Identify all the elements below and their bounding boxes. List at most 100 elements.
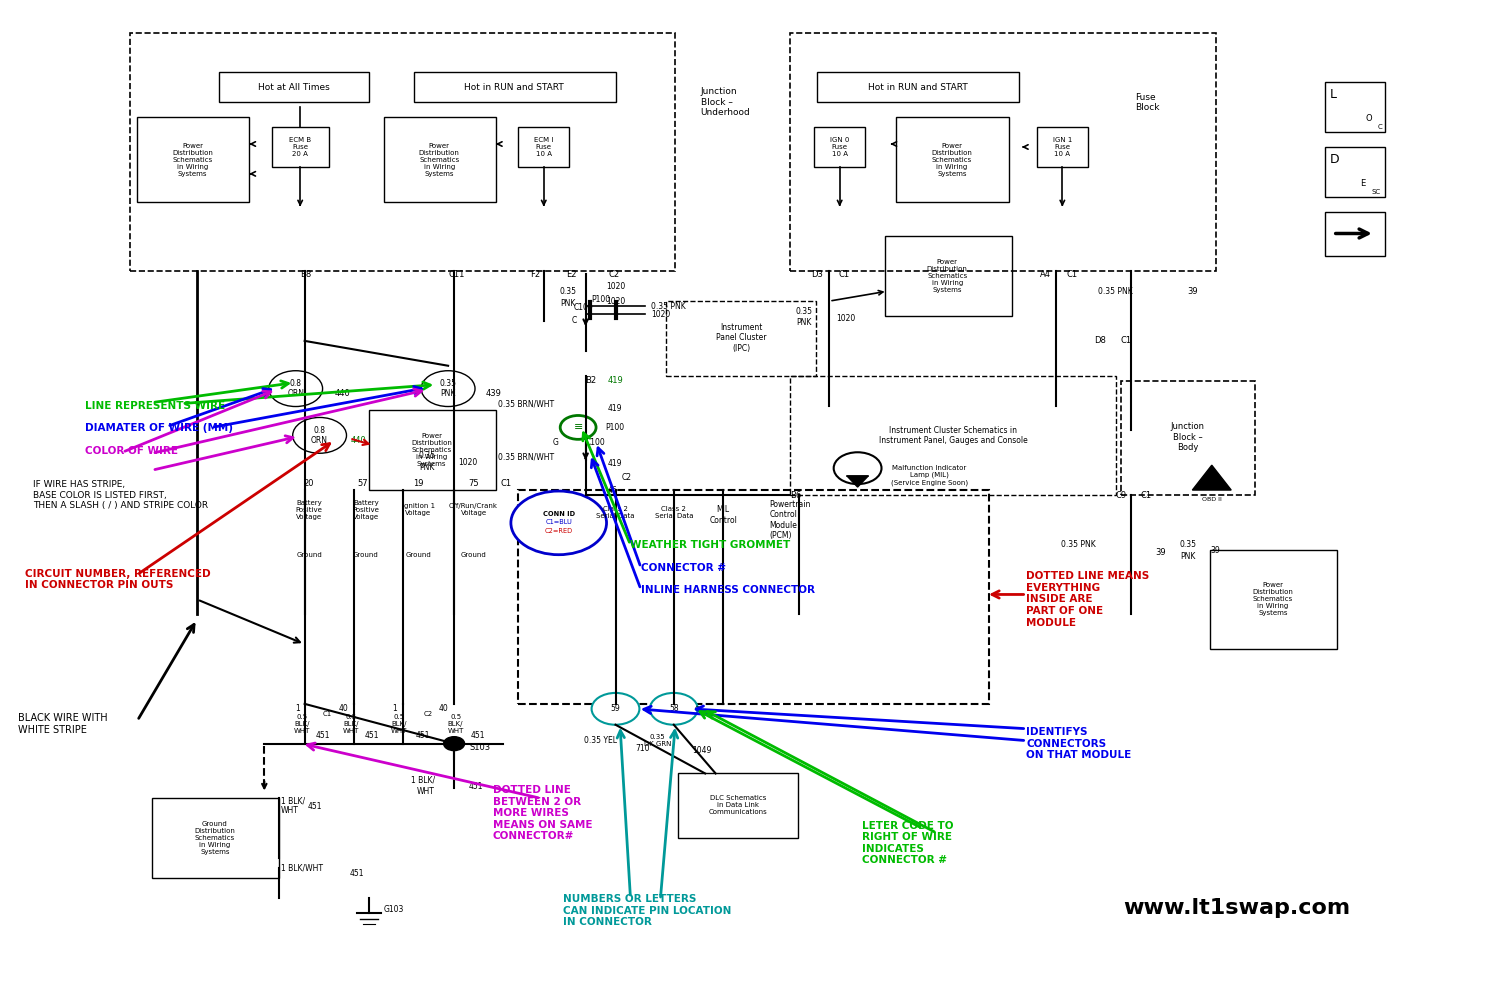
Polygon shape [847, 476, 868, 487]
Text: B6: B6 [790, 491, 801, 500]
Text: Hot at All Times: Hot at All Times [258, 83, 330, 92]
Text: 0.35 BRN/WHT: 0.35 BRN/WHT [498, 453, 554, 462]
Text: C1: C1 [322, 711, 332, 717]
Text: PNK: PNK [420, 463, 435, 472]
Text: 0.5
BLK/
WHT: 0.5 BLK/ WHT [294, 714, 310, 734]
Bar [519, 490, 988, 704]
Text: C1: C1 [501, 479, 512, 488]
Text: L: L [1330, 88, 1336, 101]
Text: C: C [1377, 124, 1383, 130]
Text: 0.35 BRN/WHT: 0.35 BRN/WHT [498, 399, 554, 408]
Text: Powertrain
Control
Module
(PCM): Powertrain Control Module (PCM) [770, 500, 812, 540]
Text: 451: 451 [308, 802, 322, 811]
Text: 451: 451 [470, 782, 483, 791]
Text: Power
Distribution
Schematics
in Wiring
Systems: Power Distribution Schematics in Wiring … [1252, 582, 1293, 616]
Text: 0.35: 0.35 [419, 451, 435, 460]
Bar [1120, 381, 1256, 495]
Circle shape [268, 371, 322, 407]
Text: 59: 59 [610, 704, 621, 713]
Text: 75: 75 [468, 479, 478, 488]
Text: Power
Distribution
Schematics
in Wiring
Systems: Power Distribution Schematics in Wiring … [927, 259, 968, 293]
Text: BLACK WIRE WITH
WHITE STRIPE: BLACK WIRE WITH WHITE STRIPE [18, 713, 108, 735]
Text: CIRCUIT NUMBER, REFERENCED
IN CONNECTOR PIN OUTS: CIRCUIT NUMBER, REFERENCED IN CONNECTOR … [26, 569, 211, 590]
Text: 0.5
BLK/
WHT: 0.5 BLK/ WHT [447, 714, 464, 734]
Text: Junction
Block –
Underhood: Junction Block – Underhood [700, 87, 750, 117]
Text: COLOR OF WIRE: COLOR OF WIRE [86, 446, 178, 456]
Text: P100: P100 [591, 295, 610, 304]
Circle shape [834, 452, 882, 484]
Text: 40: 40 [339, 704, 348, 713]
Bar [1210, 550, 1338, 649]
Text: WEATHER TIGHT GROMMET: WEATHER TIGHT GROMMET [630, 540, 790, 550]
Text: Ground: Ground [352, 552, 380, 558]
Text: 57: 57 [357, 479, 369, 488]
Text: 451: 451 [416, 731, 430, 740]
Text: D3: D3 [812, 270, 824, 279]
Text: Hot in RUN and START: Hot in RUN and START [464, 83, 564, 92]
Text: Junction
Block –
Body: Junction Block – Body [1172, 422, 1204, 452]
Text: C100: C100 [585, 438, 606, 447]
Text: P100: P100 [604, 423, 624, 432]
Text: 1020: 1020 [459, 458, 478, 467]
Text: 1 BLK/WHT: 1 BLK/WHT [280, 863, 322, 872]
Text: 1: 1 [392, 704, 396, 713]
Text: C1: C1 [839, 270, 849, 279]
Text: 1 BLK/: 1 BLK/ [411, 776, 435, 785]
Text: 20: 20 [304, 479, 315, 488]
Bar [790, 33, 1216, 271]
Bar [885, 236, 1011, 316]
Text: G: G [554, 438, 558, 447]
Text: S103: S103 [470, 743, 490, 752]
Text: IGN 1
Fuse
10 A: IGN 1 Fuse 10 A [1053, 137, 1072, 157]
Text: 1 BLK/: 1 BLK/ [280, 797, 304, 806]
Text: C2: C2 [608, 270, 619, 279]
Text: 0.5
BLK/
WHT: 0.5 BLK/ WHT [344, 714, 358, 734]
Text: E: E [1359, 179, 1365, 188]
Text: C2=RED: C2=RED [544, 528, 573, 534]
Text: Ground
Distribution
Schematics
in Wiring
Systems: Ground Distribution Schematics in Wiring… [195, 821, 236, 855]
Text: B8: B8 [300, 270, 312, 279]
Circle shape [444, 737, 465, 751]
Circle shape [422, 371, 476, 407]
Text: CONNECTOR #: CONNECTOR # [640, 563, 726, 573]
Text: 0.35: 0.35 [1179, 540, 1197, 549]
Text: ≡: ≡ [573, 422, 584, 432]
Text: O: O [1365, 114, 1372, 123]
Text: Malfunction Indicator
Lamp (MIL)
(Service Engine Soon): Malfunction Indicator Lamp (MIL) (Servic… [891, 465, 968, 486]
Bar [818, 72, 1019, 102]
Text: F2: F2 [531, 270, 540, 279]
Bar [790, 376, 1116, 495]
Bar [666, 301, 816, 376]
Text: Ground: Ground [405, 552, 430, 558]
Text: PNK: PNK [1180, 552, 1196, 561]
Bar [130, 33, 675, 271]
Text: 451: 451 [471, 731, 486, 740]
Text: 0.35
DK GRN: 0.35 DK GRN [644, 734, 670, 747]
Text: 1049: 1049 [693, 746, 712, 755]
Text: 710: 710 [634, 744, 650, 753]
Text: Instrument
Panel Cluster
(IPC): Instrument Panel Cluster (IPC) [716, 323, 766, 353]
Text: Hot in RUN and START: Hot in RUN and START [867, 83, 968, 92]
Text: 58: 58 [669, 704, 678, 713]
Text: Battery
Positive
Voltage: Battery Positive Voltage [352, 500, 380, 520]
Text: WHT: WHT [280, 806, 298, 815]
Text: LETER CODE TO
RIGHT OF WIRE
INDICATES
CONNECTOR #: LETER CODE TO RIGHT OF WIRE INDICATES CO… [862, 821, 954, 865]
Text: 0.35
PNK: 0.35 PNK [440, 379, 456, 398]
Text: 39: 39 [1210, 546, 1219, 555]
Bar [384, 117, 496, 202]
Text: 0.8
ORN: 0.8 ORN [286, 379, 304, 398]
Text: DOTTED LINE
BETWEEN 2 OR
MORE WIRES
MEANS ON SAME
CONNECTOR#: DOTTED LINE BETWEEN 2 OR MORE WIRES MEAN… [494, 785, 592, 841]
Bar [897, 117, 1008, 202]
Text: C: C [572, 316, 576, 325]
Text: D8: D8 [1094, 336, 1106, 345]
Text: SC: SC [1371, 189, 1382, 195]
Text: 0.35 YEL: 0.35 YEL [584, 736, 616, 745]
Text: 451: 451 [350, 869, 364, 878]
Circle shape [292, 417, 346, 453]
Text: Fuse
Block: Fuse Block [1136, 93, 1160, 112]
Text: Instrument Cluster Schematics in
Instrument Panel, Gauges and Console: Instrument Cluster Schematics in Instrum… [879, 426, 1028, 445]
Text: 0.35: 0.35 [795, 307, 813, 316]
Text: IDENTIFYS
CONNECTORS
ON THAT MODULE: IDENTIFYS CONNECTORS ON THAT MODULE [1026, 727, 1131, 760]
Text: ECM I
Fuse
10 A: ECM I Fuse 10 A [534, 137, 554, 157]
Text: 0.35 PNK: 0.35 PNK [1098, 287, 1132, 296]
